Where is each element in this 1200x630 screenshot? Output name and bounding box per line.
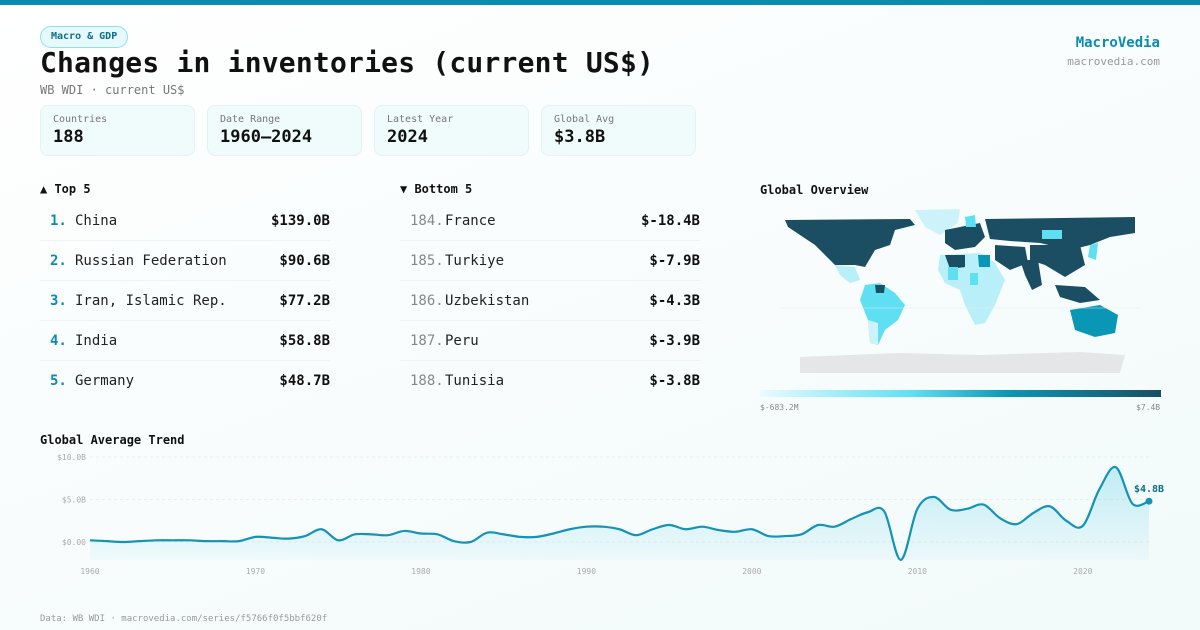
country-value: $48.7B bbox=[279, 373, 330, 389]
trend-title: Global Average Trend bbox=[40, 433, 185, 447]
list-item[interactable]: 4. India $58.8B bbox=[40, 321, 330, 361]
stat-card-global-avg: Global Avg $3.8B bbox=[541, 105, 696, 156]
stat-value: 188 bbox=[53, 127, 84, 147]
svg-text:2020: 2020 bbox=[1073, 567, 1092, 576]
stat-card-latest-year: Latest Year 2024 bbox=[374, 105, 529, 156]
country-value: $-3.9B bbox=[649, 332, 700, 349]
country-name: Peru bbox=[445, 332, 479, 349]
stat-label: Latest Year bbox=[387, 114, 454, 125]
stat-value: $3.8B bbox=[554, 127, 606, 147]
country-name: Turkiye bbox=[445, 252, 505, 269]
rank-number: 3. bbox=[50, 292, 67, 309]
svg-text:1980: 1980 bbox=[411, 567, 430, 576]
list-item[interactable]: 1. China $139.0B bbox=[40, 201, 330, 241]
stat-card-countries: Countries 188 bbox=[40, 105, 195, 156]
legend-min-label: $-683.2M bbox=[760, 403, 799, 412]
list-item[interactable]: 187. Peru $-3.9B bbox=[400, 321, 700, 361]
country-name: Uzbekistan bbox=[445, 292, 530, 309]
list-item[interactable]: 184. France $-18.4B bbox=[400, 201, 700, 241]
list-item[interactable]: 188. Tunisia $-3.8B bbox=[400, 361, 700, 401]
stat-label: Date Range bbox=[220, 114, 281, 125]
category-tag[interactable]: Macro & GDP bbox=[40, 26, 129, 48]
country-value: $77.2B bbox=[279, 292, 330, 309]
svg-text:2010: 2010 bbox=[908, 567, 927, 576]
rank-number: 188. bbox=[410, 373, 444, 389]
rank-number: 4. bbox=[50, 332, 67, 349]
brand-url[interactable]: macrovedia.com bbox=[1067, 55, 1160, 68]
top-accent-bar bbox=[0, 0, 1200, 5]
brand-name[interactable]: MacroVedia bbox=[1075, 35, 1160, 51]
stat-label: Global Avg bbox=[554, 114, 615, 125]
top5-list: 1. China $139.0B 2. Russian Federation $… bbox=[40, 201, 330, 401]
country-name: China bbox=[75, 212, 118, 229]
bottom5-list: 184. France $-18.4B 185. Turkiye $-7.9B … bbox=[400, 201, 700, 401]
list-item[interactable]: 186. Uzbekistan $-4.3B bbox=[400, 281, 700, 321]
svg-text:1990: 1990 bbox=[577, 567, 596, 576]
global-average-trend-chart[interactable]: $0.00 $5.0B $10.0B 1960 1970 1980 1990 2000 201… bbox=[0, 445, 1200, 585]
country-value: $-7.9B bbox=[649, 252, 700, 269]
svg-text:1960: 1960 bbox=[80, 567, 99, 576]
svg-text:2000: 2000 bbox=[742, 567, 761, 576]
map-color-legend bbox=[760, 390, 1161, 397]
rank-number: 184. bbox=[410, 212, 444, 229]
list-item[interactable]: 185. Turkiye $-7.9B bbox=[400, 241, 700, 281]
rank-number: 186. bbox=[410, 292, 444, 309]
country-name: Russian Federation bbox=[75, 252, 227, 269]
stats-row: Countries 188 Date Range 1960–2024 Lates… bbox=[40, 105, 696, 156]
legend-max-label: $7.4B bbox=[1136, 403, 1161, 412]
svg-text:$5.0B: $5.0B bbox=[62, 496, 86, 505]
country-name: Germany bbox=[75, 373, 135, 389]
country-value: $-4.3B bbox=[649, 292, 700, 309]
country-name: France bbox=[445, 212, 496, 229]
list-item[interactable]: 2. Russian Federation $90.6B bbox=[40, 241, 330, 281]
country-value: $58.8B bbox=[279, 332, 330, 349]
svg-text:$0.00: $0.00 bbox=[62, 538, 86, 547]
list-item[interactable]: 5. Germany $48.7B bbox=[40, 361, 330, 401]
stat-card-date-range: Date Range 1960–2024 bbox=[207, 105, 362, 156]
rank-number: 5. bbox=[50, 373, 67, 389]
rank-number: 2. bbox=[50, 252, 67, 269]
world-choropleth-map[interactable] bbox=[780, 205, 1140, 380]
rank-number: 185. bbox=[410, 252, 444, 269]
rank-number: 187. bbox=[410, 332, 444, 349]
svg-text:$10.0B: $10.0B bbox=[57, 453, 86, 462]
page-subtitle: WB WDI · current US$ bbox=[40, 83, 185, 97]
svg-text:$4.8B: $4.8B bbox=[1134, 484, 1164, 495]
page-title: Changes in inventories (current US$) bbox=[40, 46, 655, 79]
country-value: $-3.8B bbox=[649, 373, 700, 389]
bottom5-heading: ▼ Bottom 5 bbox=[400, 182, 473, 196]
country-value: $-18.4B bbox=[640, 212, 700, 229]
country-name: Tunisia bbox=[445, 373, 505, 389]
stat-value: 2024 bbox=[387, 127, 428, 147]
map-title: Global Overview bbox=[760, 183, 869, 197]
footer-source: Data: WB WDI · macrovedia.com/series/f57… bbox=[40, 614, 328, 624]
country-value: $139.0B bbox=[270, 212, 330, 229]
svg-text:1970: 1970 bbox=[246, 567, 265, 576]
list-item[interactable]: 3. Iran, Islamic Rep. $77.2B bbox=[40, 281, 330, 321]
country-value: $90.6B bbox=[279, 252, 330, 269]
country-name: India bbox=[75, 332, 118, 349]
stat-value: 1960–2024 bbox=[220, 127, 313, 147]
rank-number: 1. bbox=[50, 212, 67, 229]
top5-heading: ▲ Top 5 bbox=[40, 182, 91, 196]
stat-label: Countries bbox=[53, 114, 108, 125]
brand: MacroVedia macrovedia.com bbox=[1067, 35, 1160, 68]
country-name: Iran, Islamic Rep. bbox=[75, 292, 227, 309]
